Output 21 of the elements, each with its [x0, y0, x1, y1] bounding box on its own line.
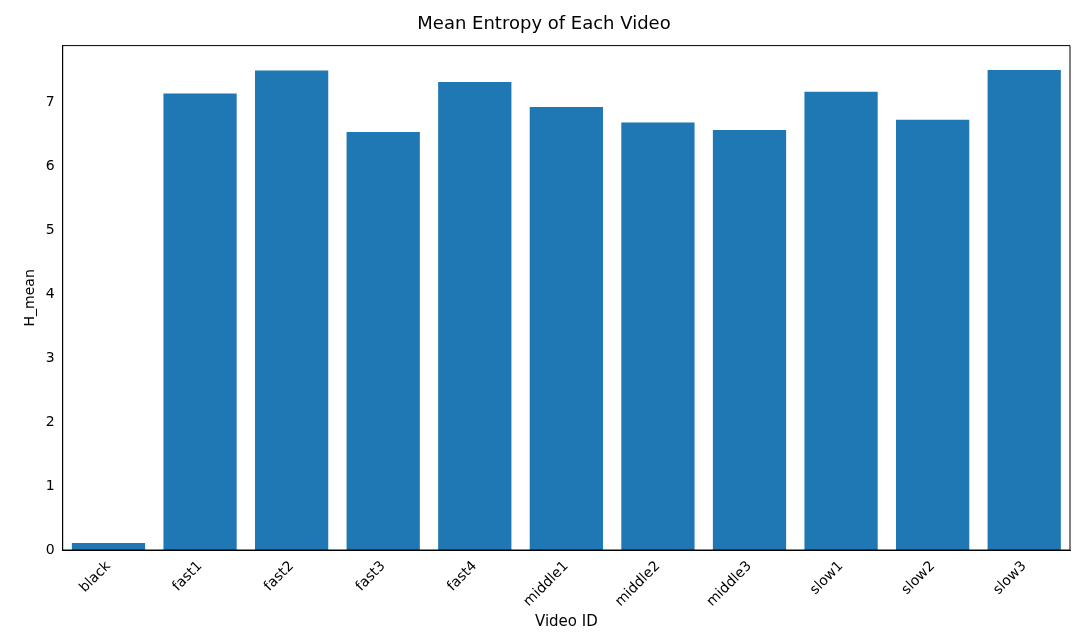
chart-title: Mean Entropy of Each Video	[417, 12, 671, 34]
bar	[529, 107, 603, 551]
y-tick-label: 7	[45, 92, 55, 109]
y-tick-label: 6	[45, 156, 55, 173]
bar	[255, 70, 329, 551]
y-tick-label: 0	[45, 540, 55, 557]
y-tick-label: 2	[45, 412, 55, 429]
y-tick-label: 1	[45, 476, 55, 493]
bar	[346, 132, 420, 551]
y-tick-label: 3	[45, 348, 55, 365]
bar	[621, 122, 695, 551]
bar	[712, 130, 787, 551]
y-tick-label: 5	[45, 220, 55, 237]
bar	[896, 119, 970, 551]
y-tick-label: 4	[45, 284, 55, 301]
x-axis-title: Video ID	[534, 611, 598, 630]
y-axis-title: H_mean	[21, 269, 38, 327]
bar	[438, 82, 512, 551]
bar	[163, 93, 237, 551]
bar	[987, 69, 1061, 551]
bar	[804, 91, 878, 551]
